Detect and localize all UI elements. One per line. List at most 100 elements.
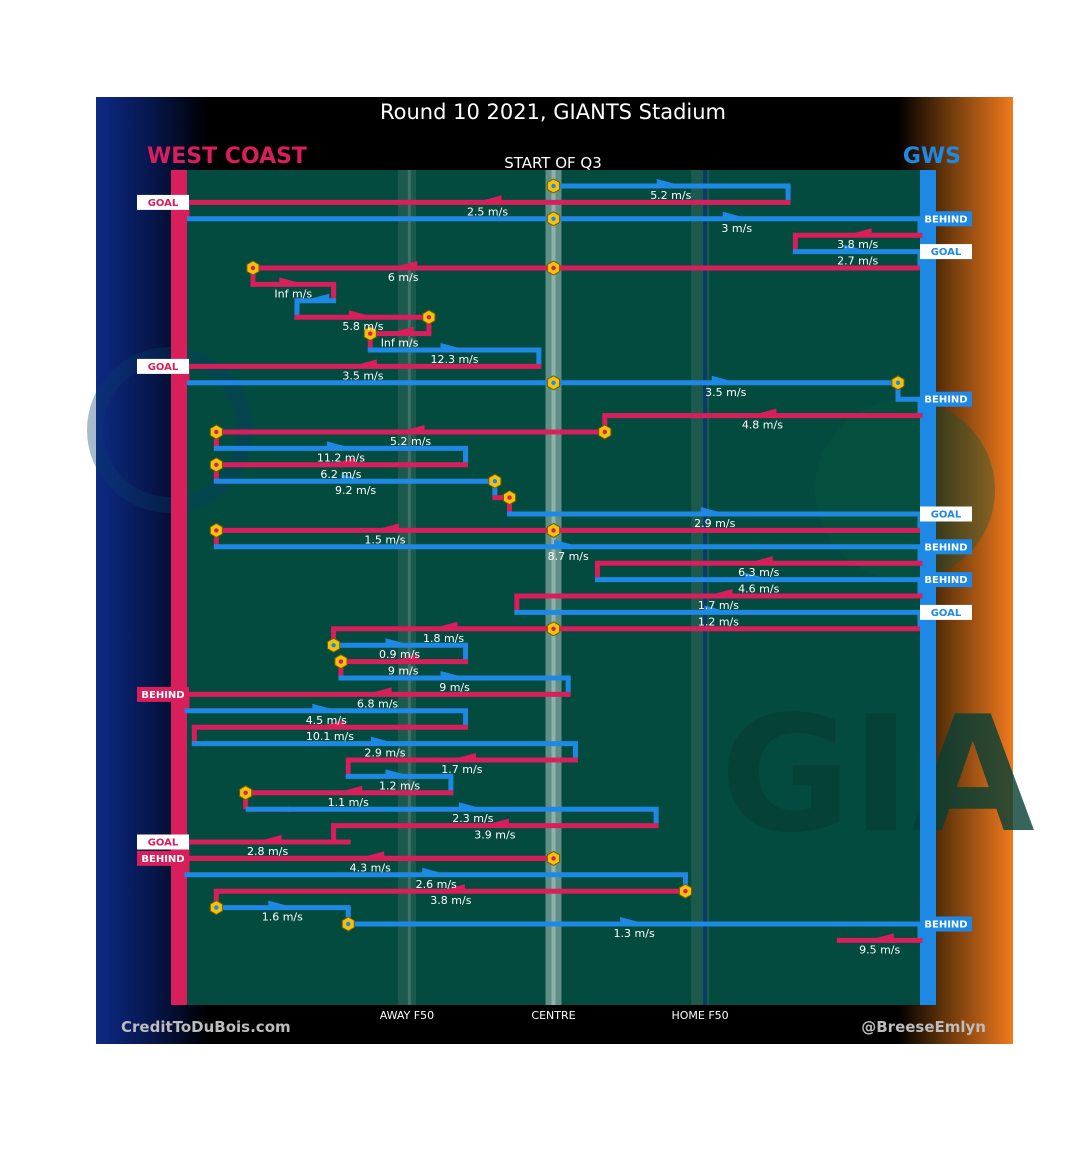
segment-speed-label: 9 m/s <box>388 665 419 678</box>
bounce-dot <box>214 905 219 910</box>
result-tag-goal <box>137 358 189 374</box>
x-tick-label: AWAY F50 <box>380 1009 434 1022</box>
segment-speed-label: 1.1 m/s <box>328 796 369 809</box>
segment-speed-label: 1.5 m/s <box>364 533 405 546</box>
segment-speed-label: 4.6 m/s <box>738 583 779 596</box>
bounce-dot <box>551 528 556 533</box>
direction-arrow-icon <box>328 457 355 465</box>
bounce-dot <box>895 380 901 385</box>
segment-speed-label: 6.2 m/s <box>320 468 361 481</box>
bounce-dot <box>331 643 336 648</box>
bounce-dot <box>214 429 219 435</box>
direction-arrow-icon <box>438 884 465 892</box>
segment-speed-label: Inf m/s <box>381 337 419 350</box>
giants-wordmark-watermark: GIA <box>720 681 1035 868</box>
direction-arrow-icon <box>317 720 344 728</box>
direction-arrow-icon <box>440 671 467 678</box>
bounce-dot <box>426 315 432 320</box>
segment-speed-label: 1.6 m/s <box>262 911 303 924</box>
result-tag-behind <box>137 850 189 866</box>
direction-arrow-icon <box>700 507 727 514</box>
direction-arrow-icon <box>620 917 647 924</box>
result-tag-goal <box>920 506 972 522</box>
result-tag-label: GOAL <box>931 510 962 521</box>
west-coast-goal-post <box>171 170 187 1005</box>
segment-speed-label: 2.9 m/s <box>694 517 735 530</box>
segment-speed-label: 6.3 m/s <box>738 566 779 579</box>
direction-arrow-icon <box>449 753 476 760</box>
result-tags: GOAL BEHIND GOAL GOAL BEHIND GOAL BEHIND BEHIND… <box>137 194 972 932</box>
direction-arrow-icon <box>482 818 509 826</box>
away-f50-band <box>397 170 416 1005</box>
direction-arrow-icon <box>358 851 385 859</box>
direction-arrow-icon <box>711 375 738 383</box>
direction-arrow-icon <box>387 326 414 334</box>
direction-arrow-icon <box>458 802 485 810</box>
away-f50-line <box>407 170 411 1005</box>
direction-arrow-icon <box>440 343 467 350</box>
direction-arrow-icon <box>391 261 418 268</box>
segment-speed-label: 5.8 m/s <box>342 320 383 333</box>
bounce-dot <box>346 921 351 927</box>
bounce-dot <box>551 856 556 861</box>
bounce-dot <box>602 429 608 435</box>
bounce-dot <box>214 528 219 533</box>
result-tag-label: GOAL <box>931 608 962 619</box>
giants-logo-watermark-icon <box>815 400 995 580</box>
segment-speed-label: 6.8 m/s <box>357 697 398 710</box>
segment-speed-label: 11.2 m/s <box>317 451 365 464</box>
result-tag-label: BEHIND <box>924 542 967 553</box>
bounce-dot <box>368 331 373 336</box>
direction-arrow-icon <box>391 654 418 662</box>
segment-speed-label: 12.3 m/s <box>430 353 478 366</box>
segment-speed-label: 1.7 m/s <box>698 599 739 612</box>
bounce-dot <box>551 626 556 631</box>
chart-subtitle: START OF Q3 <box>504 154 602 172</box>
direction-arrow-icon <box>431 621 458 629</box>
x-tick-label: HOME F50 <box>671 1009 728 1022</box>
direction-arrow-icon <box>744 572 771 580</box>
direction-arrow-icon <box>398 425 425 432</box>
direction-arrow-icon <box>554 539 581 547</box>
segment-speed-label: 4.5 m/s <box>306 714 347 727</box>
direction-arrow-icon <box>370 736 397 744</box>
segment-speed-label: 3.9 m/s <box>474 829 515 842</box>
segment-speed-label: Inf m/s <box>274 287 312 300</box>
bounce-dot <box>214 462 219 467</box>
segment-speed-label: 5.2 m/s <box>650 189 691 202</box>
segment-speed-label: 2.6 m/s <box>416 878 457 891</box>
segment-speed-label: 2.3 m/s <box>452 812 493 825</box>
direction-arrow-icon <box>843 244 870 252</box>
result-tag-behind <box>920 539 972 555</box>
direction-arrow-icon <box>372 523 399 531</box>
direction-arrow-icon <box>706 589 733 596</box>
segment-speed-label: 2.8 m/s <box>247 845 288 858</box>
result-tag-label: BEHIND <box>924 575 967 586</box>
direction-arrow-icon <box>312 703 339 711</box>
direction-arrow-icon <box>348 310 375 318</box>
x-axis-labels: AWAY F50 CENTRE HOME F50 <box>380 1009 729 1022</box>
segment-speed-label: 8.7 m/s <box>548 550 589 563</box>
bounce-dot <box>250 265 256 271</box>
bounce-markers <box>209 178 905 932</box>
segment-speed-label: 3.8 m/s <box>837 238 878 251</box>
segment-speed-label: 2.5 m/s <box>467 205 508 218</box>
result-tag-behind <box>920 572 972 588</box>
direction-arrow-icon <box>845 228 872 236</box>
segment-speed-label: 2.7 m/s <box>837 255 878 268</box>
bounce-dot <box>683 889 688 894</box>
segment-speed-label: 4.8 m/s <box>742 419 783 432</box>
team-name-gws: GWS <box>903 144 961 169</box>
bounce-dot <box>551 380 556 385</box>
possession-chains <box>184 179 923 943</box>
segment-speed-label: 3 m/s <box>721 222 752 235</box>
result-tag-behind <box>920 916 972 932</box>
segment-speed-label: 5.2 m/s <box>390 435 431 448</box>
result-tag-label: BEHIND <box>924 920 967 931</box>
direction-arrow-icon <box>279 277 306 285</box>
bounce-dot <box>243 790 248 795</box>
bounce-dot <box>338 659 344 664</box>
result-tag-label: GOAL <box>148 198 179 209</box>
direction-arrow-icon <box>746 556 773 564</box>
